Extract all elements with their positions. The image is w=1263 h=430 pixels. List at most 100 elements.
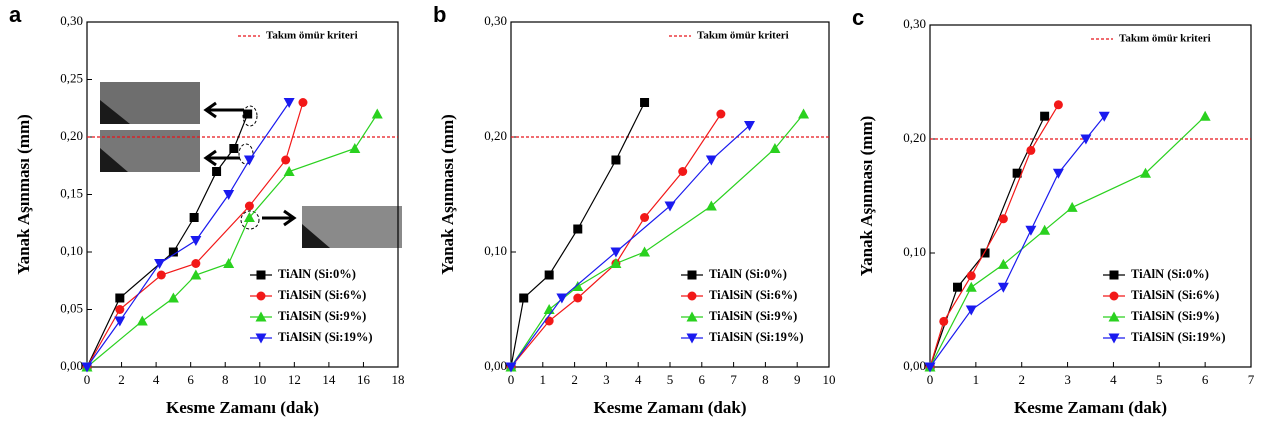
marker xyxy=(705,155,717,166)
x-tick-label: 10 xyxy=(823,372,836,387)
y-tick-label: 0,00 xyxy=(484,358,507,373)
marker xyxy=(924,362,936,373)
marker xyxy=(939,316,949,326)
y-tick-label: 0,15 xyxy=(60,185,83,200)
inset-arrow xyxy=(262,209,297,227)
marker xyxy=(1039,224,1051,235)
marker xyxy=(556,293,568,304)
x-tick-label: 6 xyxy=(1202,372,1209,387)
marker xyxy=(1098,111,1110,122)
x-tick-label: 7 xyxy=(730,372,737,387)
panel: c 0 1 2 3 4 5 6 7 0,00 0,10 0,20 0,30 Kesme Zamanı (d… xyxy=(852,5,1255,417)
marker xyxy=(283,166,295,176)
marker xyxy=(1040,111,1050,121)
x-tick-label: 14 xyxy=(322,372,336,387)
marker xyxy=(1053,100,1063,110)
x-tick-label: 5 xyxy=(667,372,674,387)
marker xyxy=(349,143,361,153)
marker xyxy=(611,155,621,165)
marker xyxy=(229,144,239,153)
x-tick-label: 2 xyxy=(118,372,125,387)
marker xyxy=(243,155,255,166)
y-tick-label: 0,30 xyxy=(484,13,507,28)
legend-marker xyxy=(1109,291,1119,301)
x-tick-label: 7 xyxy=(1248,372,1255,387)
marker xyxy=(678,167,688,176)
legend-label: TiAlSiN (Si:9%) xyxy=(709,309,797,323)
marker xyxy=(610,247,622,258)
series-line xyxy=(510,113,722,368)
y-tick-label: 0,20 xyxy=(903,130,926,145)
panel-label: b xyxy=(433,2,446,27)
legend-marker xyxy=(687,291,697,301)
marker xyxy=(243,109,253,119)
x-tick-label: 18 xyxy=(392,372,405,387)
legend-label: TiAlSiN (Si:19%) xyxy=(1131,330,1226,344)
x-tick-label: 4 xyxy=(1110,372,1117,387)
marker xyxy=(136,315,148,326)
marker xyxy=(1012,168,1022,178)
series-line xyxy=(510,102,646,368)
marker xyxy=(1080,134,1092,145)
x-tick-label: 4 xyxy=(153,372,160,387)
marker xyxy=(189,213,199,222)
marker xyxy=(371,108,383,119)
x-tick-label: 3 xyxy=(1064,372,1071,387)
marker xyxy=(965,281,977,292)
legend-marker xyxy=(687,270,697,280)
legend-marker xyxy=(256,291,266,301)
marker xyxy=(966,271,976,281)
inset-image xyxy=(100,100,130,124)
marker xyxy=(744,121,755,131)
marker xyxy=(1140,167,1152,178)
x-tick-label: 3 xyxy=(603,372,610,387)
marker xyxy=(1199,110,1211,121)
legend-label: TiAlN (Si:0%) xyxy=(278,267,356,281)
x-tick-label: 8 xyxy=(222,372,229,387)
marker xyxy=(243,212,255,222)
legend-label: TiAlSiN (Si:9%) xyxy=(1131,309,1219,323)
legend-marker xyxy=(255,333,267,344)
x-tick-label: 1 xyxy=(973,372,980,387)
legend-label: TiAlSiN (Si:19%) xyxy=(709,330,804,344)
x-axis-label: Kesme Zamanı (dak) xyxy=(166,398,319,417)
marker xyxy=(167,292,179,303)
x-tick-label: 0 xyxy=(84,372,91,387)
legend-label: TiAlN (Si:0%) xyxy=(1131,267,1209,281)
inset-image xyxy=(100,148,128,172)
y-tick-label: 0,00 xyxy=(60,358,83,373)
series-line xyxy=(929,115,1046,368)
x-tick-label: 1 xyxy=(540,372,547,387)
x-axis-label: Kesme Zamanı (dak) xyxy=(1014,398,1167,417)
marker xyxy=(114,316,126,327)
x-tick-label: 2 xyxy=(1018,372,1025,387)
legend-marker xyxy=(686,311,698,322)
marker xyxy=(573,293,583,303)
marker xyxy=(953,282,963,292)
marker xyxy=(639,246,651,257)
y-tick-label: 0,10 xyxy=(484,243,507,258)
series-line xyxy=(510,125,750,368)
marker xyxy=(154,259,166,269)
y-axis-label: Yanak Aşınması (mm) xyxy=(438,114,457,275)
marker xyxy=(705,200,717,211)
x-tick-label: 10 xyxy=(253,372,266,387)
marker xyxy=(283,98,295,108)
x-tick-label: 6 xyxy=(699,372,706,387)
marker xyxy=(223,258,235,268)
marker xyxy=(519,293,529,303)
marker xyxy=(997,282,1009,293)
marker xyxy=(156,270,166,280)
panel-label: c xyxy=(852,5,864,30)
marker xyxy=(1025,225,1037,236)
legend-label: TiAlSiN (Si:19%) xyxy=(278,330,373,344)
criterion-label: Takım ömür kriteri xyxy=(697,30,789,42)
y-tick-label: 0,00 xyxy=(903,358,926,373)
x-tick-label: 8 xyxy=(762,372,769,387)
marker xyxy=(543,304,555,314)
marker xyxy=(640,98,650,107)
legend-label: TiAlSiN (Si:6%) xyxy=(709,288,797,302)
y-axis-label: Yanak Aşınması (mm) xyxy=(857,116,876,277)
